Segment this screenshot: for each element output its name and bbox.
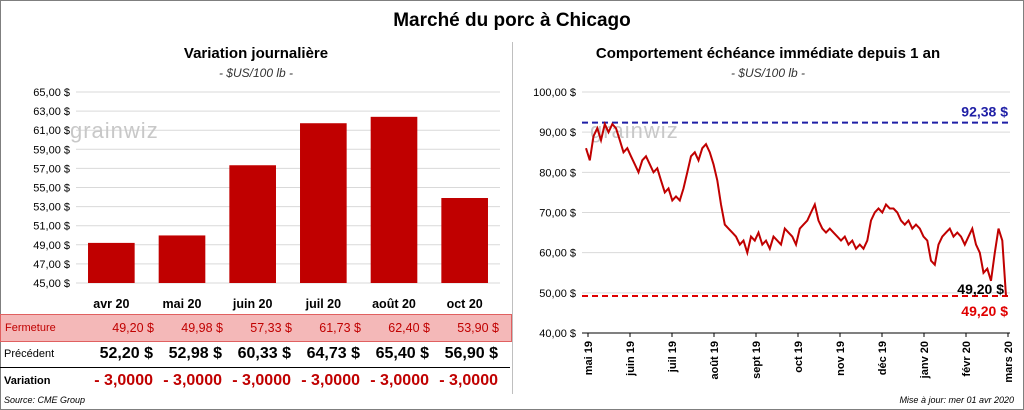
x-tick-label: oct 20 xyxy=(447,297,483,311)
variation-value: - 3,0000 xyxy=(439,372,498,389)
y-tick-label: 53,00 $ xyxy=(33,202,70,214)
variation-label: Variation xyxy=(4,375,51,387)
variation-value: - 3,0000 xyxy=(232,372,291,389)
variation-value: - 3,0000 xyxy=(163,372,222,389)
bar xyxy=(300,123,347,283)
y-tick-label: 49,00 $ xyxy=(33,240,70,252)
y-tick-label: 51,00 $ xyxy=(33,221,70,233)
price-series-line xyxy=(585,121,1007,297)
x-tick-label: mars 20 xyxy=(1003,341,1015,383)
close-value: 53,90 $ xyxy=(457,321,499,335)
y-tick-label: 55,00 $ xyxy=(33,183,70,195)
x-tick-label: mai 20 xyxy=(163,297,202,311)
x-tick-label: févr 20 xyxy=(961,341,973,376)
y-tick-label: 60,00 $ xyxy=(539,248,576,260)
y-tick-label: 70,00 $ xyxy=(539,208,576,220)
line-chart: 40,00 $ 50,00 $ 60,00 $ 70,00 $ 80,00 $ 90,00… xyxy=(533,87,1015,383)
previous-value: 52,20 $ xyxy=(99,345,153,362)
x-tick-label: août 19 xyxy=(709,341,721,380)
y-tick-label: 80,00 $ xyxy=(539,167,576,179)
y-tick-label: 90,00 $ xyxy=(539,127,576,139)
right-chart-title: Comportement échéance immédiate depuis 1… xyxy=(595,45,941,62)
previous-label: Précédent xyxy=(4,348,55,360)
bar xyxy=(370,116,418,283)
x-tick-label: avr 20 xyxy=(93,297,129,311)
previous-row: Précédent 52,20 $ 52,98 $ 60,33 $ 64,73 … xyxy=(0,341,510,367)
previous-value: 64,73 $ xyxy=(306,345,360,362)
bar-chart: 45,00 $ 47,00 $ 49,00 $ 51,00 $ 53,00 $ 55,00… xyxy=(33,87,500,311)
panel-divider xyxy=(512,42,513,394)
variation-row: Variation - 3,0000 - 3,0000 - 3,0000 - 3… xyxy=(0,368,510,394)
page-title: Marché du porc à Chicago xyxy=(393,10,631,31)
max-label: 92,38 $ xyxy=(961,104,1008,120)
table-divider xyxy=(0,367,510,368)
x-tick-label: juin 19 xyxy=(625,341,637,377)
bar xyxy=(229,165,276,283)
y-tick-label: 50,00 $ xyxy=(539,288,576,300)
y-tick-label: 65,00 $ xyxy=(33,87,70,99)
variation-value: - 3,0000 xyxy=(94,372,153,389)
x-tick-label: août 20 xyxy=(372,297,416,311)
close-value: 62,40 $ xyxy=(388,321,430,335)
last-value-label: 49,20 $ xyxy=(957,281,1004,297)
previous-value: 60,33 $ xyxy=(237,345,291,362)
close-row: Fermeture 49,20 $ 49,98 $ 57,33 $ 61,73 … xyxy=(0,314,512,342)
current-price-label: 49,20 $ xyxy=(961,303,1008,319)
x-tick-label: déc 19 xyxy=(877,341,889,375)
y-tick-label: 63,00 $ xyxy=(33,106,70,118)
right-chart-unit: - $US/100 lb - xyxy=(730,66,806,80)
y-tick-label: 59,00 $ xyxy=(33,144,70,156)
source-note: Source: CME Group xyxy=(4,395,86,405)
previous-value: 52,98 $ xyxy=(168,345,222,362)
variation-value: - 3,0000 xyxy=(301,372,360,389)
bar xyxy=(158,235,206,283)
x-tick-label: nov 19 xyxy=(835,341,847,376)
close-value: 57,33 $ xyxy=(250,321,292,335)
x-tick-label: sept 19 xyxy=(751,341,763,379)
watermark: grainwiz xyxy=(70,118,159,143)
close-label: Fermeture xyxy=(5,322,56,334)
x-tick-label: janv 20 xyxy=(919,341,931,379)
left-chart-unit: - $US/100 lb - xyxy=(218,66,294,80)
y-tick-label: 40,00 $ xyxy=(539,328,576,340)
previous-value: 65,40 $ xyxy=(375,345,429,362)
y-tick-label: 45,00 $ xyxy=(33,278,70,290)
y-tick-label: 47,00 $ xyxy=(33,259,70,271)
close-value: 61,73 $ xyxy=(319,321,361,335)
close-value: 49,20 $ xyxy=(112,321,154,335)
y-tick-label: 100,00 $ xyxy=(533,87,576,99)
x-tick-label: oct 19 xyxy=(793,341,805,373)
bar xyxy=(441,198,488,283)
update-note: Mise à jour: mer 01 avr 2020 xyxy=(899,395,1014,405)
close-value: 49,98 $ xyxy=(181,321,223,335)
bar xyxy=(88,242,135,283)
x-tick-label: juil 19 xyxy=(667,341,679,373)
x-tick-label: mai 19 xyxy=(583,341,595,375)
y-tick-label: 61,00 $ xyxy=(33,125,70,137)
variation-value: - 3,0000 xyxy=(370,372,429,389)
x-tick-label: juin 20 xyxy=(232,297,273,311)
x-tick-label: juil 20 xyxy=(305,297,341,311)
previous-value: 56,90 $ xyxy=(444,345,498,362)
left-chart-title: Variation journalière xyxy=(183,45,329,62)
y-tick-label: 57,00 $ xyxy=(33,163,70,175)
